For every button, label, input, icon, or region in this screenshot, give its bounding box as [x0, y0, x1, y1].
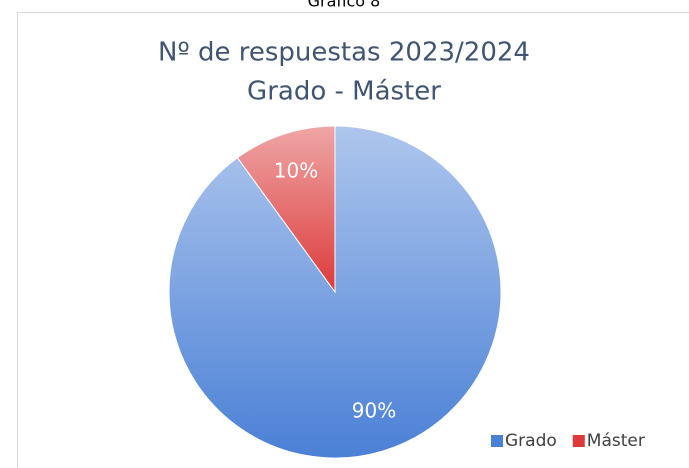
legend-swatch — [572, 435, 585, 447]
caption: Gráfico 8 — [308, 0, 381, 11]
pie-slice — [236, 125, 336, 294]
legend-label: Grado — [505, 431, 557, 451]
chart-subtitle: Grado - Máster — [247, 77, 441, 107]
data-label: 90% — [352, 398, 396, 422]
legend-swatch — [491, 435, 503, 447]
legend-label: Máster — [587, 431, 645, 451]
data-label: 10% — [274, 159, 318, 183]
chart-title: Nº de respuestas 2023/2024 — [158, 38, 530, 68]
